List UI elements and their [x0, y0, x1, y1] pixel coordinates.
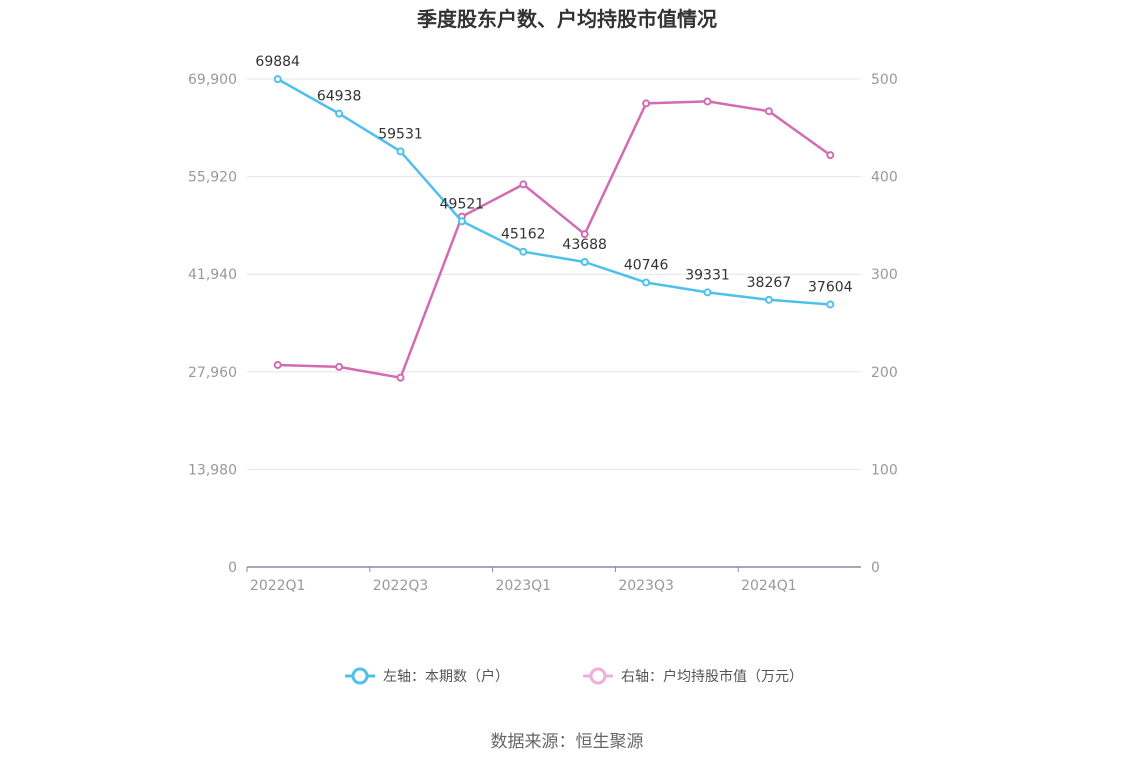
data-point [273, 75, 282, 84]
data-point [519, 180, 528, 189]
series-line [277, 78, 831, 306]
left-tick-label: 27,960 [188, 365, 237, 381]
right-tick-label: 100 [871, 462, 898, 478]
right-axis-ticks: 0 100 200 300 400 500 [871, 72, 898, 576]
right-tick-label: 500 [871, 72, 898, 88]
data-point [457, 217, 466, 226]
x-tick-label: 2024Q1 [741, 578, 797, 594]
data-label: 69884 [255, 54, 300, 70]
left-tick-label: 69,900 [188, 72, 237, 88]
data-point [642, 278, 651, 287]
left-tick-label: 13,980 [188, 462, 237, 478]
legend-label: 右轴：户均持股市值（万元） [621, 668, 803, 685]
data-point [273, 360, 282, 369]
legend-label: 左轴：本期数（户） [383, 668, 509, 685]
data-point [703, 288, 712, 297]
right-tick-label: 200 [871, 365, 898, 381]
x-tick-label: 2022Q3 [373, 578, 429, 594]
data-label: 64938 [317, 89, 362, 105]
data-point [519, 247, 528, 256]
data-label: 49521 [440, 196, 485, 212]
data-point [764, 107, 773, 116]
chart-title: 季度股东户数、户均持股市值情况 [416, 7, 717, 31]
series-lines: 69884 64938 59531 49521 45162 43688 40746 39331… [255, 54, 853, 382]
right-tick-label: 400 [871, 170, 898, 186]
data-label: 37604 [808, 279, 853, 295]
data-label: 43688 [562, 237, 607, 253]
right-tick-label: 0 [871, 560, 880, 576]
data-label: 38267 [747, 275, 792, 291]
data-label: 59531 [378, 126, 423, 142]
x-axis: 2022Q1 2022Q3 2023Q1 2023Q3 2024Q1 [246, 566, 861, 594]
legend-swatch-marker [589, 667, 607, 685]
series-line [277, 100, 832, 379]
left-axis-ticks: 0 13,980 27,960 41,940 55,920 69,900 [188, 72, 237, 576]
data-point [826, 151, 835, 160]
x-tick-label: 2023Q3 [618, 578, 674, 594]
data-point [764, 295, 773, 304]
data-point [642, 99, 651, 108]
left-tick-label: 41,940 [188, 267, 237, 283]
data-point [396, 373, 405, 382]
data-label: 45162 [501, 227, 546, 243]
data-point [580, 230, 589, 239]
source-note: 数据来源：恒生聚源 [491, 732, 644, 752]
legend-swatch-marker [351, 667, 369, 685]
data-point [826, 300, 835, 309]
left-tick-label: 0 [228, 560, 237, 576]
data-point [335, 109, 344, 118]
x-tick-label: 2022Q1 [250, 578, 306, 594]
data-label: 40746 [624, 258, 669, 274]
data-label: 39331 [685, 267, 730, 283]
data-point [335, 362, 344, 371]
data-point [396, 147, 405, 156]
gridlines [247, 78, 861, 470]
data-point [580, 257, 589, 266]
left-tick-label: 55,920 [188, 170, 237, 186]
data-point [703, 97, 712, 106]
x-tick-label: 2023Q1 [496, 578, 552, 594]
right-tick-label: 300 [871, 267, 898, 283]
legend: 左轴：本期数（户） 右轴：户均持股市值（万元） [345, 667, 803, 685]
